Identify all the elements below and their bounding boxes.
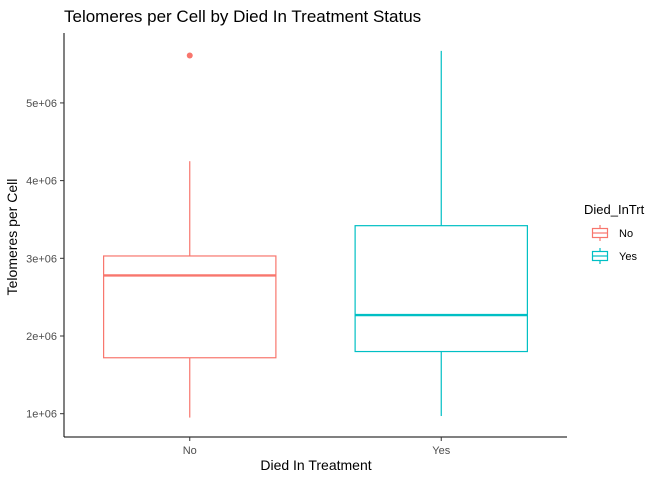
x-axis-ticks: No Yes: [183, 437, 451, 457]
legend: Died_InTrt No Yes: [584, 202, 645, 264]
x-tick-label: No: [183, 445, 197, 457]
plot-panel: [103, 50, 528, 418]
box-body: [354, 225, 528, 353]
y-tick-label: 1e+06: [26, 409, 57, 421]
chart-title: Telomeres per Cell by Died In Treatment …: [64, 7, 421, 26]
x-axis-title: Died In Treatment: [260, 457, 371, 473]
box-yes: [354, 50, 528, 417]
y-axis-title: Telomeres per Cell: [4, 179, 20, 296]
x-tick-label: Yes: [432, 445, 450, 457]
legend-entries: No Yes: [591, 225, 637, 264]
y-tick-label: 3e+06: [26, 253, 57, 265]
legend-entry-no: No: [591, 225, 633, 241]
legend-entry-yes: Yes: [591, 248, 637, 264]
box-no: [103, 52, 277, 418]
legend-label: Yes: [619, 251, 637, 263]
box-body: [103, 255, 277, 359]
y-axis-ticks: 1e+06 2e+06 3e+06 4e+06 5e+06: [26, 98, 64, 421]
y-tick-label: 5e+06: [26, 98, 57, 110]
outlier-point: [186, 52, 193, 59]
legend-title: Died_InTrt: [584, 202, 645, 217]
y-tick-label: 2e+06: [26, 331, 57, 343]
y-tick-label: 4e+06: [26, 176, 57, 188]
legend-label: No: [619, 228, 633, 240]
